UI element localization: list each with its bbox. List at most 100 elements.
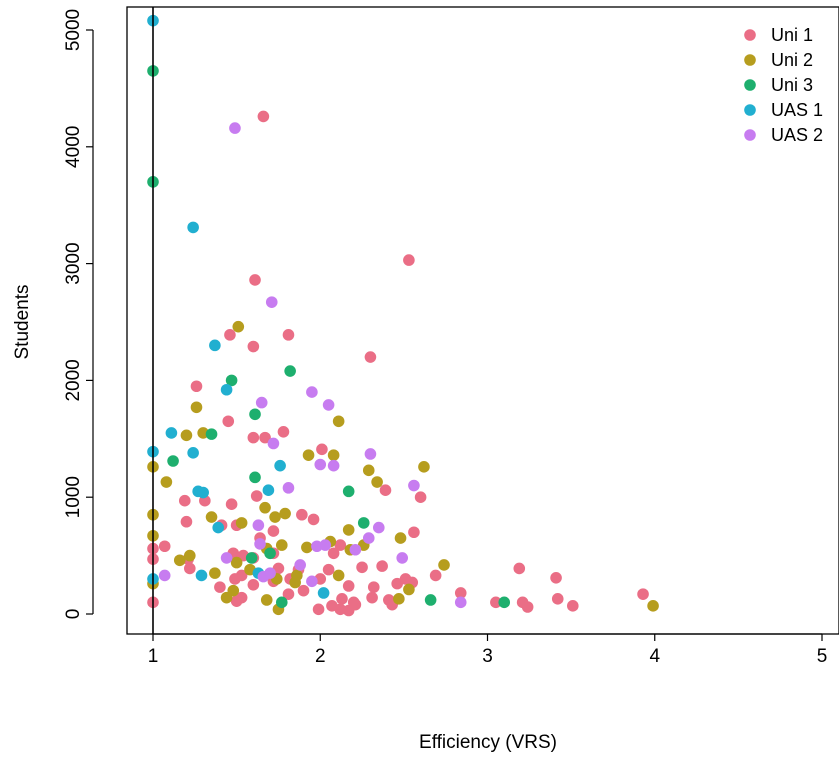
- point-uni-2: [393, 593, 405, 605]
- point-uni-2: [269, 511, 281, 523]
- point-uas-2: [257, 570, 270, 583]
- point-uni-1: [334, 539, 347, 551]
- x-tick-label: 1: [148, 646, 159, 667]
- legend-marker-uni-1: [744, 29, 756, 41]
- point-uni-3: [264, 547, 276, 560]
- point-uas-2: [322, 399, 335, 411]
- point-uni-2: [327, 449, 340, 461]
- point-uas-1: [262, 484, 275, 496]
- point-uni-2: [275, 539, 288, 551]
- point-uni-1: [379, 484, 392, 496]
- y-tick-label: 5000: [63, 9, 84, 51]
- x-tick-label: 3: [482, 646, 493, 667]
- point-uni-2: [209, 567, 221, 579]
- x-tick-label: 2: [315, 646, 326, 667]
- point-uni-2: [279, 507, 291, 520]
- point-uas-1: [187, 221, 199, 234]
- point-uni-1: [247, 340, 260, 353]
- point-uni-1: [356, 561, 368, 574]
- point-uas-2: [372, 521, 385, 534]
- point-uni-2: [301, 541, 313, 554]
- point-uni-1: [364, 351, 377, 363]
- point-uni-2: [232, 320, 245, 333]
- point-uni-2: [362, 464, 375, 477]
- point-uas-2: [220, 552, 233, 564]
- point-uas-2: [306, 575, 318, 588]
- legend-label-uas-2: UAS 2: [771, 125, 823, 145]
- point-uni-1: [637, 588, 649, 600]
- x-tick-label: 4: [649, 646, 660, 667]
- point-uni-3: [357, 517, 370, 529]
- point-uas-2: [454, 596, 467, 609]
- point-uni-1: [454, 587, 467, 599]
- point-uni-1: [158, 540, 171, 553]
- point-uni-2: [180, 429, 193, 442]
- point-uas-2: [282, 482, 295, 494]
- point-uni-1: [316, 443, 328, 456]
- point-uni-1: [230, 595, 243, 607]
- point-uni-1: [296, 508, 308, 521]
- point-uni-2: [332, 415, 345, 428]
- y-axis-title: Students: [12, 285, 33, 360]
- point-uni-1: [414, 491, 427, 504]
- point-uni-1: [224, 329, 236, 341]
- point-uni-2: [371, 476, 383, 488]
- point-uni-1: [521, 601, 534, 613]
- point-uni-1: [250, 490, 263, 502]
- point-uas-2: [254, 538, 266, 550]
- point-uni-1: [307, 513, 320, 526]
- point-uni-2: [230, 556, 243, 569]
- point-uni-1: [257, 110, 270, 123]
- point-uni-3: [225, 374, 238, 387]
- point-uni-2: [173, 554, 186, 567]
- point-uni-1: [327, 547, 340, 560]
- legend-label-uni-1: Uni 1: [771, 25, 813, 45]
- y-tick-label: 2000: [63, 359, 84, 401]
- point-uas-2: [265, 296, 278, 308]
- point-uas-2: [362, 532, 375, 544]
- point-uas-1: [212, 521, 225, 534]
- y-tick-label: 0: [63, 609, 84, 620]
- point-uas-1: [197, 486, 209, 499]
- point-uni-1: [513, 562, 526, 575]
- point-uni-1: [183, 562, 196, 575]
- point-uni-1: [490, 596, 502, 609]
- point-uni-3: [205, 428, 218, 440]
- point-uni-3: [249, 408, 261, 421]
- point-uni-2: [289, 576, 301, 589]
- point-uni-2: [183, 549, 196, 562]
- point-uas-2: [294, 559, 306, 571]
- point-uni-1: [403, 254, 415, 266]
- point-uni-2: [235, 517, 248, 529]
- point-uni-1: [282, 329, 295, 341]
- point-uni-1: [247, 431, 260, 444]
- point-uni-1: [247, 579, 260, 591]
- point-uni-3: [249, 471, 261, 484]
- point-uni-3: [245, 552, 258, 564]
- x-axis-title: Efficiency (VRS): [419, 732, 557, 753]
- point-uni-2: [160, 476, 173, 488]
- point-uni-1: [297, 584, 310, 597]
- point-uni-2: [403, 583, 415, 596]
- point-uas-1: [209, 339, 221, 352]
- legend-label-uas-1: UAS 1: [771, 100, 823, 120]
- point-uas-1: [274, 459, 286, 472]
- point-uas-2: [408, 479, 420, 492]
- y-tick-label: 1000: [63, 476, 84, 518]
- point-uas-2: [306, 386, 318, 398]
- point-uni-3: [498, 596, 511, 609]
- point-uas-1: [165, 427, 178, 439]
- point-uas-1: [195, 569, 208, 582]
- point-uas-2: [349, 543, 362, 556]
- point-uas-1: [317, 587, 330, 599]
- point-uni-2: [332, 569, 345, 582]
- point-uni-1: [408, 526, 420, 539]
- point-uas-1: [220, 383, 233, 396]
- legend-label-uni-2: Uni 2: [771, 50, 813, 70]
- point-uas-2: [311, 540, 323, 553]
- point-uni-2: [438, 559, 450, 571]
- point-uni-1: [190, 380, 203, 393]
- y-tick-label: 3000: [63, 242, 84, 284]
- point-uni-3: [275, 596, 288, 609]
